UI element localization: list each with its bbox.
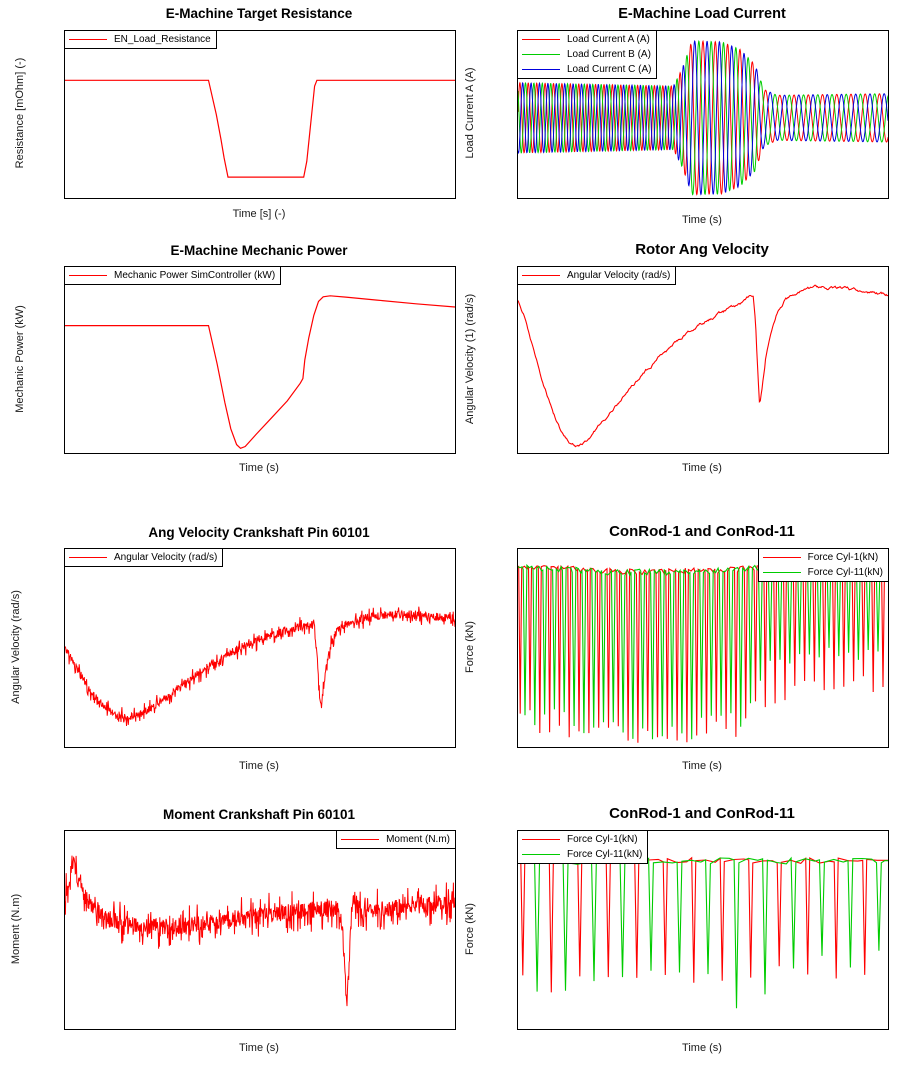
x-axis-label: Time (s) <box>682 214 722 226</box>
legend: Force Cyl-1(kN) Force Cyl-11(kN) <box>757 549 888 582</box>
plot-area: Moment (N.m) <box>64 830 456 1030</box>
plot-canvas <box>518 39 888 196</box>
series-angular-velocity-rad-s- <box>65 606 455 727</box>
series-angular-velocity-rad-s- <box>518 284 888 448</box>
legend-line-sample <box>522 69 560 70</box>
legend: Angular Velocity (rad/s) <box>518 267 677 285</box>
y-axis-label: Moment (N.m) <box>10 893 22 965</box>
x-axis-label: Time (s) <box>239 1042 279 1054</box>
legend-line-sample <box>522 275 560 276</box>
legend-entry: Force Cyl-1(kN) <box>762 550 883 565</box>
legend-entry: Load Current B (A) <box>522 47 651 62</box>
series-mechanic-power-simcontroller-kw- <box>65 295 455 449</box>
series-load-current-a-a- <box>518 39 888 196</box>
legend-line-sample <box>522 54 560 55</box>
series-moment-n-m- <box>65 855 455 1007</box>
x-axis-label: Time (s) <box>239 462 279 474</box>
chart-title: E-Machine Load Current <box>618 6 786 22</box>
series-load-current-c-a- <box>518 39 888 196</box>
legend-label: Mechanic Power SimController (kW) <box>114 270 276 281</box>
series-en-load-resistance <box>65 79 455 178</box>
plot-canvas <box>65 606 455 727</box>
legend-label: Force Cyl-1(kN) <box>567 834 638 845</box>
plot-area: EN_Load_Resistance <box>64 30 456 199</box>
legend-entry: Force Cyl-11(kN) <box>522 847 642 862</box>
chart-title: E-Machine Target Resistance <box>165 6 353 21</box>
y-axis-label: Angular Velocity (rad/s) <box>10 590 22 704</box>
plot-canvas <box>65 79 455 178</box>
legend: Load Current A (A) Load Current B (A) Load… <box>518 31 658 79</box>
legend: Mechanic Power SimController (kW) <box>65 267 282 285</box>
y-axis-label: Resistance [mOhm] (-) <box>14 57 26 169</box>
legend-entry: Angular Velocity (rad/s) <box>522 268 670 283</box>
legend-label: Force Cyl-11(kN) <box>807 567 883 578</box>
legend-label: Load Current B (A) <box>567 49 651 60</box>
legend-line-sample <box>341 839 380 840</box>
plot-area: Force Cyl-1(kN) Force Cyl-11(kN) <box>517 548 889 748</box>
plot-canvas <box>65 855 455 1007</box>
plot-area: Load Current A (A) Load Current B (A) Load… <box>517 30 889 199</box>
y-axis-label: Force (kN) <box>464 621 476 673</box>
x-axis-label: Time [s] (-) <box>232 208 286 220</box>
legend-line-sample <box>69 275 107 276</box>
legend-entry: Force Cyl-11(kN) <box>762 565 883 580</box>
plot-canvas <box>518 284 888 448</box>
y-axis-label: Mechanic Power (kW) <box>14 305 26 413</box>
legend-label: EN_Load_Resistance <box>114 34 211 45</box>
chart-title: ConRod-1 and ConRod-11 <box>609 523 795 540</box>
chart-title: Moment Crankshaft Pin 60101 <box>162 807 356 822</box>
legend-line-sample <box>522 839 560 840</box>
x-axis-label: Time (s) <box>682 462 722 474</box>
plot-area: Angular Velocity (rad/s) <box>64 548 456 748</box>
plot-area: Angular Velocity (rad/s) <box>517 266 889 454</box>
y-axis-label: Force (kN) <box>464 903 476 955</box>
legend: Moment (N.m) <box>336 831 455 849</box>
series-force-cyl-1-kn- <box>518 856 888 993</box>
chart-title: Ang Velocity Crankshaft Pin 60101 <box>148 525 370 540</box>
legend-line-sample <box>69 557 107 558</box>
x-axis-label: Time (s) <box>682 1042 722 1054</box>
x-axis-label: Time (s) <box>239 760 279 772</box>
legend-line-sample <box>522 39 560 40</box>
legend-label: Angular Velocity (rad/s) <box>114 552 218 563</box>
legend-label: Load Current C (A) <box>567 64 652 75</box>
legend-line-sample <box>762 572 801 573</box>
legend-entry: Load Current C (A) <box>522 62 651 77</box>
legend-entry: Mechanic Power SimController (kW) <box>69 268 275 283</box>
plot-area: Mechanic Power SimController (kW) <box>64 266 456 454</box>
legend-label: Angular Velocity (rad/s) <box>567 270 671 281</box>
legend: EN_Load_Resistance <box>65 31 217 49</box>
legend-line-sample <box>762 557 801 558</box>
legend: Angular Velocity (rad/s) <box>65 549 224 567</box>
y-axis-label: Load Current A (A) <box>464 67 476 159</box>
y-axis-label: Angular Velocity (1) (rad/s) <box>464 293 476 425</box>
series-force-cyl-11-kn- <box>518 856 888 1009</box>
legend-entry: Moment (N.m) <box>341 832 450 847</box>
legend: Force Cyl-1(kN) Force Cyl-11(kN) <box>518 831 649 864</box>
legend-label: Load Current A (A) <box>567 34 650 45</box>
x-axis-label: Time (s) <box>682 760 722 772</box>
chart-title: E-Machine Mechanic Power <box>170 243 348 258</box>
legend-entry: Angular Velocity (rad/s) <box>69 550 217 565</box>
legend-label: Force Cyl-1(kN) <box>807 552 879 563</box>
legend-entry: EN_Load_Resistance <box>69 32 211 47</box>
chart-title: Rotor Ang Velocity <box>635 241 769 258</box>
legend-entry: Load Current A (A) <box>522 32 651 47</box>
chart-title: ConRod-1 and ConRod-11 <box>609 805 795 822</box>
legend-label: Moment (N.m) <box>386 834 450 845</box>
legend-line-sample <box>69 39 107 40</box>
plot-area: Force Cyl-1(kN) Force Cyl-11(kN) <box>517 830 889 1030</box>
legend-label: Force Cyl-11(kN) <box>567 849 643 860</box>
plot-canvas <box>65 295 455 449</box>
legend-line-sample <box>522 854 560 855</box>
legend-entry: Force Cyl-1(kN) <box>522 832 642 847</box>
